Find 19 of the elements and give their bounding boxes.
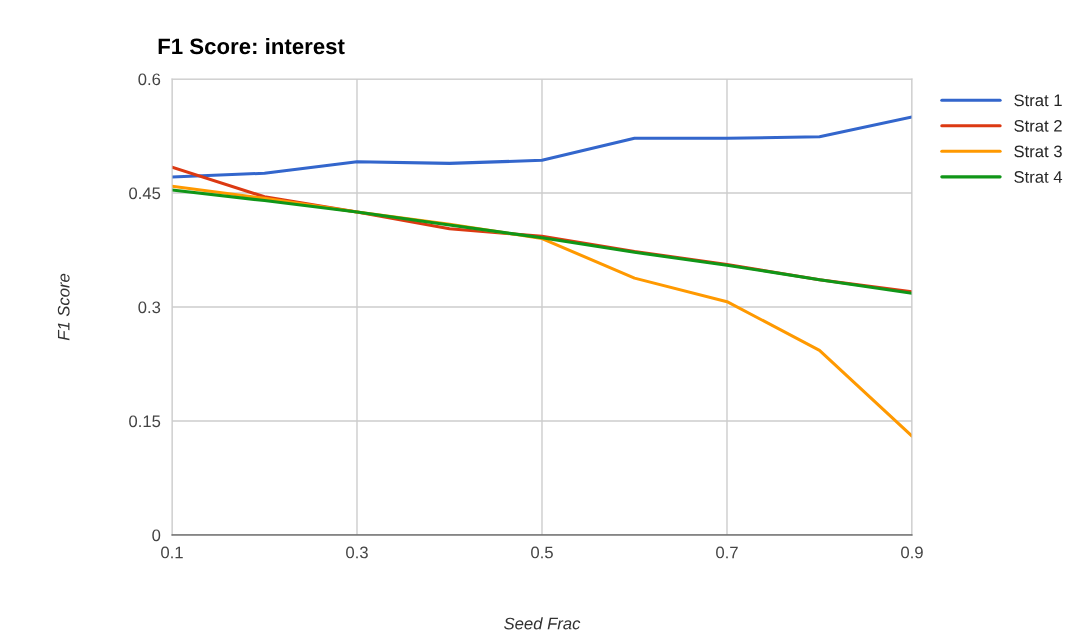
y-tick-label: 0: [152, 529, 161, 542]
x-tick-label: 0.9: [901, 546, 923, 559]
line-series: [172, 188, 912, 295]
legend-label: Strat 3: [1014, 145, 1062, 158]
y-tick-label: 0.3: [138, 301, 161, 314]
legend-label: Strat 4: [1014, 171, 1063, 183]
legend-label: Strat 1: [1014, 94, 1062, 107]
x-tick-label: 0.3: [346, 546, 368, 559]
y-axis-title: F1 Score: [57, 273, 70, 341]
line-series: [172, 115, 912, 179]
x-tick-label: 0.5: [531, 546, 553, 559]
x-tick-label: 0.1: [161, 546, 183, 559]
x-tick-label: 0.7: [716, 546, 738, 559]
y-tick-label: 0.45: [129, 187, 161, 200]
x-axis-title: Seed Frac: [504, 617, 581, 630]
legend-label: Strat 2: [1014, 119, 1062, 132]
y-tick-label: 0.15: [129, 415, 161, 428]
y-tick-label: 0.6: [138, 73, 161, 86]
chart-title: F1 Score: interest: [158, 37, 345, 55]
